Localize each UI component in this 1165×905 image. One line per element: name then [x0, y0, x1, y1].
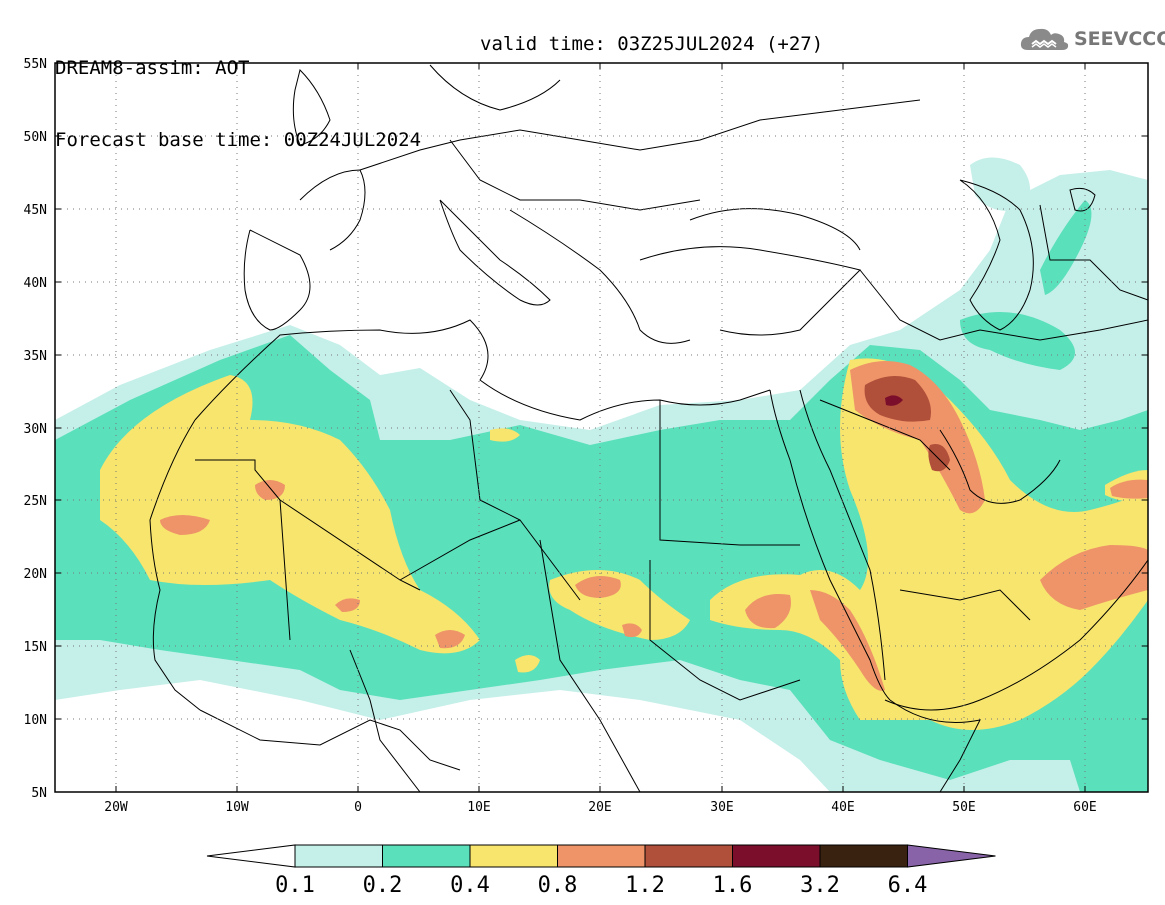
lon-label: 50E — [952, 800, 975, 815]
coastline-persian-gulf — [939, 429, 1061, 504]
coastlines-borders — [149, 64, 1148, 792]
aot-band-0.8-chad — [575, 576, 621, 598]
colorbar-swatch — [557, 844, 646, 868]
coastline-horn-africa — [889, 699, 981, 792]
aot-band-0.2-aral — [1040, 200, 1092, 295]
lat-label: 25N — [24, 494, 47, 509]
aot-band-0.8-morocco — [255, 480, 285, 500]
coastline-levant-red-sea — [769, 389, 891, 701]
colorbar: 0.1 0.2 0.4 0.8 1.2 1.6 3.2 6.4 — [206, 844, 996, 898]
colorbar-swatch — [644, 844, 733, 868]
border-africa-8 — [349, 649, 421, 792]
aot-band-0.8-niger — [435, 630, 465, 649]
coastline-west-africa — [149, 419, 201, 711]
colorbar-swatch — [819, 844, 908, 868]
latitude-labels: 55N 50N 45N 40N 35N 30N 25N 20N 15N 10N … — [24, 57, 47, 801]
colorbar-swatch — [732, 844, 821, 868]
aot-band-0.4-east — [710, 358, 1148, 730]
aot-band-0.4-west — [100, 375, 480, 654]
lon-label: 0 — [354, 800, 362, 815]
lat-label: 55N — [24, 57, 47, 72]
border-arabia-2 — [899, 589, 1031, 621]
colorbar-label: 0.4 — [450, 873, 490, 898]
lon-label: 60E — [1073, 800, 1096, 815]
coastline-black-sea — [689, 208, 861, 251]
aot-band-0.2-caspian — [960, 312, 1075, 370]
colorbar-label: 0.2 — [363, 873, 403, 898]
coastline-caspian — [959, 179, 1034, 331]
coastline-arabia-south — [884, 559, 1148, 711]
colorbar-label: 1.6 — [713, 873, 753, 898]
aot-band-0.1-north — [970, 157, 1030, 211]
longitude-labels: 20W 10W 0 10E 20E 30E 40E 50E 60E — [104, 800, 1096, 815]
aot-field — [55, 157, 1148, 792]
border-africa-5 — [399, 519, 521, 581]
lat-label: 15N — [24, 640, 47, 655]
lon-label: 30E — [710, 800, 733, 815]
aot-band-0.8-wsahara — [160, 515, 210, 535]
cloud-icon — [1020, 28, 1069, 50]
border-middle-east — [859, 269, 1148, 341]
lon-label: 20W — [104, 800, 128, 815]
border-africa-3 — [449, 389, 581, 601]
colorbar-label: 3.2 — [800, 873, 840, 898]
colorbar-label: 0.8 — [538, 873, 578, 898]
border-arabia-1 — [819, 399, 951, 471]
colorbar-swatch — [382, 844, 471, 868]
coastline-balkans-greece — [509, 209, 691, 344]
colorbar-label: 1.2 — [625, 873, 665, 898]
border-africa-6 — [539, 539, 641, 792]
forecast-base-time: Forecast base time: 00Z24JUL2024 — [55, 129, 422, 151]
valid-time: valid time: 03Z25JUL2024 (+27) — [480, 33, 824, 55]
aot-band-0.8-redsea — [810, 590, 885, 691]
colorbar-swatch — [469, 844, 558, 868]
lat-label: 30N — [24, 422, 47, 437]
lat-label: 45N — [24, 203, 47, 218]
coastline-france — [299, 169, 366, 251]
aot-band-0.8-pak — [1110, 479, 1148, 499]
lat-label: 10N — [24, 713, 47, 728]
border-central-asia — [1039, 204, 1148, 301]
coastline-britain — [292, 69, 331, 146]
colorbar-swatch — [294, 844, 383, 868]
coastline-iberia — [243, 229, 311, 331]
aot-band-1.6-iraq — [885, 395, 903, 406]
aot-band-0.8-oman — [1040, 545, 1148, 610]
border-africa-4 — [659, 400, 800, 546]
border-africa-7 — [649, 560, 801, 701]
coastline-turkey — [639, 246, 861, 336]
lat-label: 50N — [24, 130, 47, 145]
border-africa-1 — [195, 459, 291, 641]
coastline-scandinavia-baltic — [429, 64, 561, 111]
coastline-arabian-west — [799, 389, 886, 681]
aot-band-0.8-chad2 — [622, 623, 642, 638]
coastline-aral — [1069, 187, 1096, 212]
lat-label: 35N — [24, 349, 47, 364]
border-europe-1 — [359, 99, 921, 171]
lon-label: 10E — [467, 800, 490, 815]
lon-label: 20E — [588, 800, 611, 815]
colorbar-label: 0.1 — [275, 873, 315, 898]
aot-band-0.4-blob — [490, 428, 520, 442]
colorbar-high-arrow — [907, 844, 996, 868]
coastline-gulf-of-guinea — [199, 709, 461, 771]
graticule — [55, 63, 1148, 792]
aot-band-0.8-mali — [335, 598, 360, 612]
lon-label: 10W — [225, 800, 249, 815]
colorbar-label: 6.4 — [888, 873, 928, 898]
seevccc-logo: SEEVCCC — [1018, 24, 1165, 54]
aot-band-0.4-chad — [515, 655, 540, 673]
lat-label: 40N — [24, 276, 47, 291]
lat-label: 20N — [24, 567, 47, 582]
coastline-north-africa — [194, 319, 771, 421]
axis-ticks — [55, 63, 1148, 792]
coastline-italy — [439, 199, 551, 306]
lon-label: 40E — [831, 800, 854, 815]
border-europe-2 — [449, 139, 701, 211]
aot-band-0.8-sudan — [745, 594, 791, 629]
logo-text: SEEVCCC — [1074, 28, 1165, 50]
lat-label: 5N — [31, 786, 47, 801]
colorbar-low-arrow — [206, 844, 296, 868]
